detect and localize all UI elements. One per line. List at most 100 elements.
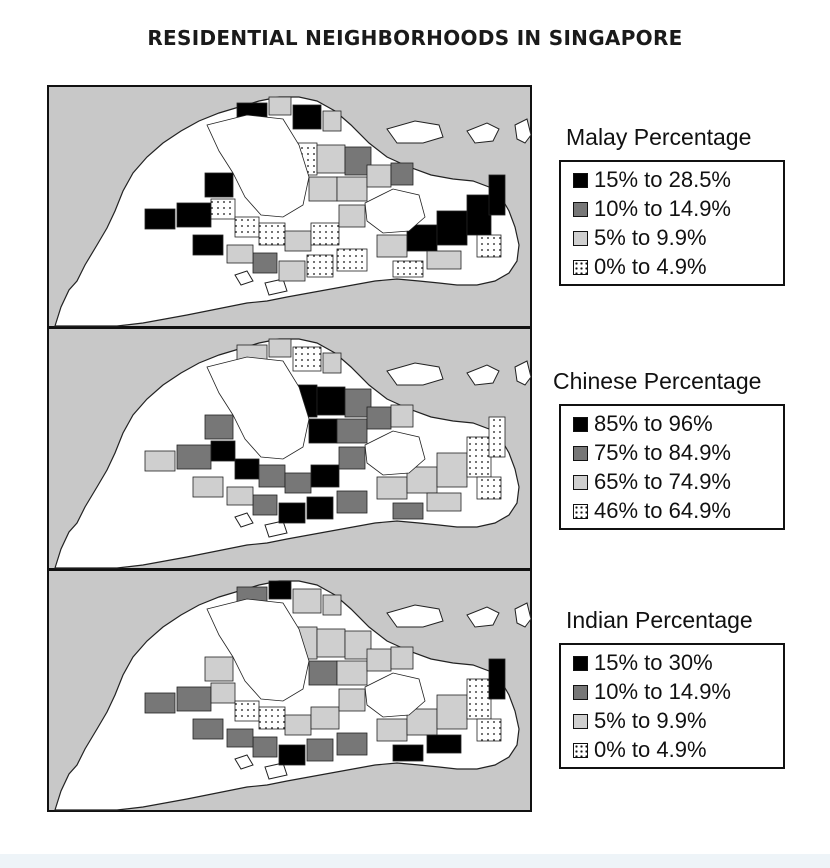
neighborhood [322, 110, 342, 132]
neighborhood [292, 346, 322, 372]
neighborhood [226, 244, 254, 264]
malay-legend: 15% to 28.5% 10% to 14.9% 5% to 9.9% 0% … [559, 160, 785, 286]
neighborhood [322, 594, 342, 616]
neighborhood [226, 486, 254, 506]
legend-swatch-dotted [573, 259, 588, 275]
neighborhood [466, 678, 492, 720]
neighborhood [252, 736, 278, 758]
neighborhood [292, 104, 322, 130]
neighborhood [310, 464, 340, 488]
offshore-island [466, 122, 500, 144]
offshore-island [466, 606, 500, 628]
neighborhood [436, 452, 468, 488]
neighborhood [308, 660, 338, 686]
legend-item: 0% to 4.9% [573, 736, 707, 764]
neighborhood [316, 144, 346, 174]
neighborhood [252, 494, 278, 516]
map-svg [47, 327, 532, 570]
legend-label: 75% to 84.9% [594, 440, 731, 465]
neighborhood [336, 660, 368, 686]
reservoir [364, 672, 426, 718]
neighborhood [306, 738, 334, 762]
offshore-island [466, 364, 500, 386]
neighborhood [284, 472, 312, 494]
legend-swatch-light-gray [573, 230, 588, 246]
neighborhood [210, 682, 236, 704]
neighborhood [426, 492, 462, 512]
neighborhood [176, 444, 212, 470]
neighborhood [466, 436, 492, 478]
offshore-island [386, 120, 444, 144]
legend-swatch-dark-gray [573, 684, 588, 700]
neighborhood [258, 464, 286, 488]
nature-reserve [206, 356, 310, 460]
offshore-island [514, 118, 532, 144]
neighborhood [316, 628, 346, 658]
chinese-legend-title: Chinese Percentage [553, 368, 762, 394]
legend-swatch-dotted [573, 503, 588, 519]
neighborhood [278, 502, 306, 524]
nature-reserve [206, 114, 310, 218]
neighborhood [488, 416, 506, 458]
legend-item: 65% to 74.9% [573, 468, 731, 496]
legend-swatch-dark-gray [573, 445, 588, 461]
neighborhood [308, 176, 338, 202]
neighborhood [336, 490, 368, 514]
neighborhood [476, 718, 502, 742]
neighborhood [176, 202, 212, 228]
neighborhood [310, 706, 340, 730]
offshore-island [514, 360, 532, 386]
neighborhood [316, 386, 346, 416]
neighborhood [310, 222, 340, 246]
neighborhood [338, 688, 366, 712]
neighborhood [390, 404, 414, 428]
indian-map [47, 569, 532, 812]
offshore-island [234, 270, 254, 286]
legend-label: 15% to 30% [594, 650, 713, 675]
malay-map [47, 85, 532, 328]
neighborhood [144, 692, 176, 714]
legend-label: 10% to 14.9% [594, 196, 731, 221]
neighborhood [336, 732, 368, 756]
malay-legend-title: Malay Percentage [566, 124, 752, 150]
indian-legend: 15% to 30% 10% to 14.9% 5% to 9.9% 0% to… [559, 643, 785, 769]
neighborhood [436, 694, 468, 730]
neighborhood [466, 194, 492, 236]
neighborhood [210, 440, 236, 462]
legend-label: 46% to 64.9% [594, 498, 731, 523]
neighborhood [488, 174, 506, 216]
neighborhood [144, 208, 176, 230]
legend-label: 15% to 28.5% [594, 167, 731, 192]
neighborhood [306, 254, 334, 278]
legend-label: 0% to 4.9% [594, 737, 707, 762]
neighborhood [234, 458, 260, 480]
legend-swatch-light-gray [573, 713, 588, 729]
neighborhood [366, 648, 392, 672]
neighborhood [268, 580, 292, 600]
neighborhood [234, 216, 260, 238]
nature-reserve [206, 598, 310, 702]
neighborhood [336, 176, 368, 202]
legend-item: 10% to 14.9% [573, 195, 731, 223]
neighborhood [336, 418, 368, 444]
offshore-island [386, 362, 444, 386]
reservoir [364, 188, 426, 234]
neighborhood [338, 204, 366, 228]
legend-item: 15% to 30% [573, 649, 713, 677]
offshore-island [514, 602, 532, 628]
legend-swatch-black [573, 655, 588, 671]
offshore-island [386, 604, 444, 628]
page-title: RESIDENTIAL NEIGHBORHOODS IN SINGAPORE [147, 26, 683, 50]
neighborhood [234, 700, 260, 722]
map-svg [47, 569, 532, 812]
neighborhood [192, 234, 224, 256]
neighborhood [308, 418, 338, 444]
neighborhood [176, 686, 212, 712]
legend-item: 85% to 96% [573, 410, 713, 438]
neighborhood [144, 450, 176, 472]
neighborhood [338, 446, 366, 470]
legend-swatch-black [573, 416, 588, 432]
legend-item: 10% to 14.9% [573, 678, 731, 706]
offshore-island [264, 520, 288, 538]
legend-label: 5% to 9.9% [594, 225, 707, 250]
